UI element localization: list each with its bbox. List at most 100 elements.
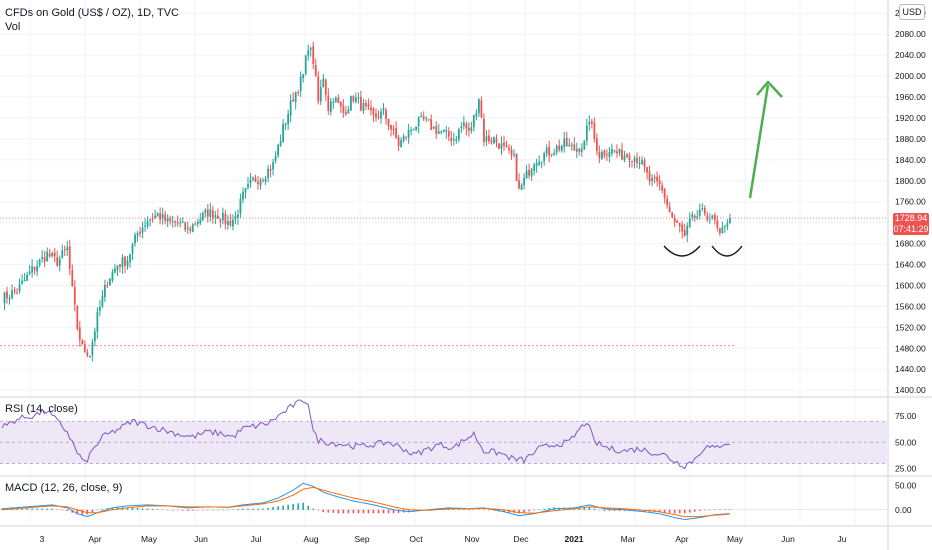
candle-body[interactable]	[671, 212, 674, 218]
candle-body[interactable]	[76, 305, 79, 329]
candle-body[interactable]	[367, 104, 370, 108]
candle-body[interactable]	[277, 144, 279, 156]
candle-body[interactable]	[41, 256, 44, 259]
candle-body[interactable]	[415, 126, 418, 130]
candle-body[interactable]	[292, 99, 295, 102]
candle-body[interactable]	[302, 74, 305, 79]
candle-body[interactable]	[38, 259, 41, 266]
candle-body[interactable]	[390, 124, 392, 130]
candle-body[interactable]	[196, 221, 199, 224]
candle-body[interactable]	[8, 297, 11, 299]
candle-body[interactable]	[352, 96, 355, 102]
candle-body[interactable]	[111, 271, 114, 281]
candle-body[interactable]	[304, 55, 307, 74]
candle-body[interactable]	[161, 214, 164, 219]
candle-body[interactable]	[548, 146, 551, 156]
candle-body[interactable]	[457, 129, 460, 140]
candle-body[interactable]	[646, 167, 648, 173]
candle-body[interactable]	[711, 215, 714, 218]
candle-body[interactable]	[631, 161, 633, 163]
candle-body[interactable]	[124, 256, 126, 266]
candle-body[interactable]	[656, 176, 659, 182]
candle-body[interactable]	[234, 216, 237, 220]
candle-body[interactable]	[299, 76, 302, 92]
candle-body[interactable]	[422, 116, 425, 120]
candle-body[interactable]	[282, 124, 285, 142]
candle-body[interactable]	[83, 344, 86, 352]
candle-body[interactable]	[126, 260, 129, 267]
candle-body[interactable]	[334, 97, 337, 103]
macd-indicator-label[interactable]: MACD (12, 26, close, 9)	[5, 482, 123, 494]
candle-body[interactable]	[294, 91, 297, 103]
candle-body[interactable]	[101, 295, 104, 307]
candle-body[interactable]	[708, 219, 711, 221]
candle-body[interactable]	[201, 212, 204, 220]
candle-body[interactable]	[445, 129, 448, 132]
candle-body[interactable]	[93, 331, 96, 342]
candle-body[interactable]	[410, 129, 413, 132]
candle-body[interactable]	[560, 145, 563, 151]
candle-body[interactable]	[169, 218, 172, 222]
candle-body[interactable]	[297, 91, 300, 93]
candle-body[interactable]	[229, 220, 232, 225]
candle-body[interactable]	[181, 221, 184, 223]
candle-body[interactable]	[701, 207, 704, 209]
candle-body[interactable]	[96, 311, 99, 332]
candle-body[interactable]	[109, 278, 111, 286]
candle-body[interactable]	[693, 215, 696, 219]
candle-body[interactable]	[570, 144, 573, 146]
candle-body[interactable]	[191, 224, 194, 232]
candle-body[interactable]	[156, 213, 159, 217]
candle-body[interactable]	[269, 169, 272, 171]
candle-body[interactable]	[696, 216, 699, 218]
candle-body[interactable]	[425, 118, 428, 120]
candle-body[interactable]	[535, 163, 538, 166]
candle-body[interactable]	[114, 268, 116, 273]
candle-body[interactable]	[242, 192, 244, 200]
candle-body[interactable]	[558, 145, 561, 150]
candle-body[interactable]	[342, 105, 345, 113]
candle-body[interactable]	[472, 115, 475, 128]
candle-body[interactable]	[440, 131, 443, 133]
candle-body[interactable]	[465, 124, 468, 129]
candle-body[interactable]	[452, 139, 455, 141]
candle-body[interactable]	[146, 221, 149, 227]
candle-body[interactable]	[613, 149, 616, 152]
candle-body[interactable]	[370, 107, 372, 111]
candle-body[interactable]	[329, 101, 332, 112]
candle-body[interactable]	[442, 130, 445, 133]
candle-body[interactable]	[636, 157, 638, 164]
candle-body[interactable]	[510, 149, 513, 156]
candle-body[interactable]	[520, 184, 523, 190]
candle-body[interactable]	[151, 219, 154, 221]
candle-body[interactable]	[553, 152, 556, 155]
candle-body[interactable]	[420, 116, 423, 118]
candle-body[interactable]	[550, 154, 553, 156]
candle-body[interactable]	[129, 254, 131, 263]
candle-body[interactable]	[723, 226, 726, 228]
candle-body[interactable]	[478, 99, 480, 114]
candle-body[interactable]	[104, 285, 106, 298]
candle-body[interactable]	[528, 169, 530, 176]
candle-body[interactable]	[385, 109, 387, 120]
candle-body[interactable]	[221, 212, 224, 221]
candle-body[interactable]	[611, 148, 613, 154]
candle-body[interactable]	[395, 127, 397, 139]
candle-body[interactable]	[618, 148, 621, 154]
candle-body[interactable]	[186, 228, 189, 230]
candle-body[interactable]	[525, 170, 528, 179]
candle-body[interactable]	[490, 140, 493, 142]
candle-body[interactable]	[588, 121, 591, 125]
candle-body[interactable]	[31, 266, 34, 273]
candle-body[interactable]	[691, 214, 694, 218]
candle-body[interactable]	[134, 234, 136, 244]
candle-body[interactable]	[11, 290, 13, 298]
candle-body[interactable]	[224, 213, 227, 224]
candle-body[interactable]	[209, 209, 212, 217]
candle-body[interactable]	[523, 178, 525, 185]
candle-body[interactable]	[397, 137, 400, 146]
candle-body[interactable]	[88, 355, 91, 358]
candle-body[interactable]	[590, 121, 593, 124]
candle-body[interactable]	[21, 280, 23, 284]
